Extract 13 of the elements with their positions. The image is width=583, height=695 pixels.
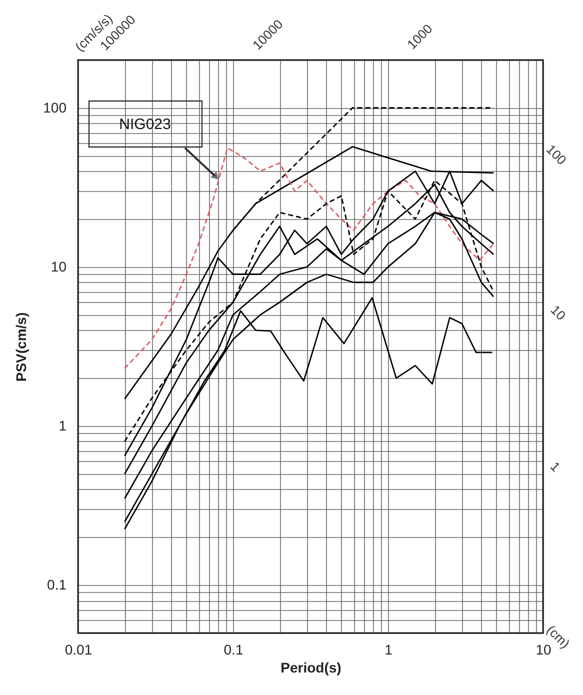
y-axis-title: PSV(cm/s): [13, 312, 30, 382]
x-tick-label: 1: [384, 642, 393, 658]
y-tick-label: 0.1: [47, 576, 67, 593]
x-axis-title: Period(s): [280, 660, 342, 676]
y-tick-label: 100: [43, 99, 67, 116]
y-tick-label: 1: [58, 418, 67, 434]
text: 1: [547, 458, 564, 475]
annotation: 100: [543, 142, 570, 168]
x-tick-label: 0.1: [224, 642, 244, 658]
y-tick-label: 10: [50, 258, 67, 274]
annotation: NIG023: [119, 116, 171, 133]
x-tick-label: 0.01: [64, 642, 92, 658]
text: 10: [548, 302, 569, 324]
